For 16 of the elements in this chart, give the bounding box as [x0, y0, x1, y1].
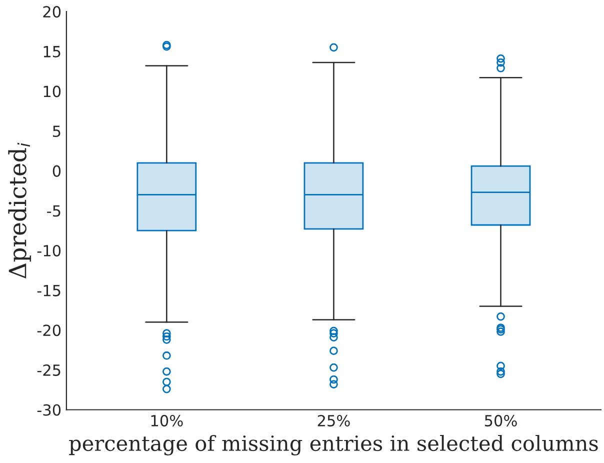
y-tick-label: -30	[37, 404, 61, 416]
x-tick-label: 25%	[318, 414, 350, 426]
y-tick-label: 20	[43, 6, 61, 18]
y-tick-label: -15	[37, 284, 60, 296]
y-tick-label: -25	[37, 364, 60, 376]
y-tick-label: -5	[47, 205, 60, 217]
y-tick-label: -20	[37, 324, 61, 336]
y-tick-label: 10	[44, 86, 61, 98]
y-tick-label: 5	[53, 126, 60, 138]
x-axis-title: percentage of missing entries in selected columns	[69, 434, 598, 456]
y-tick-label: 0	[52, 165, 61, 177]
x-tick-label: 10%	[151, 414, 183, 426]
y-tick-label: -10	[37, 244, 61, 257]
y-tick-label: 15	[44, 46, 60, 58]
x-tick-label: 50%	[484, 414, 517, 426]
y-axis-title: Δpredicted$_{i}$	[8, 142, 32, 278]
